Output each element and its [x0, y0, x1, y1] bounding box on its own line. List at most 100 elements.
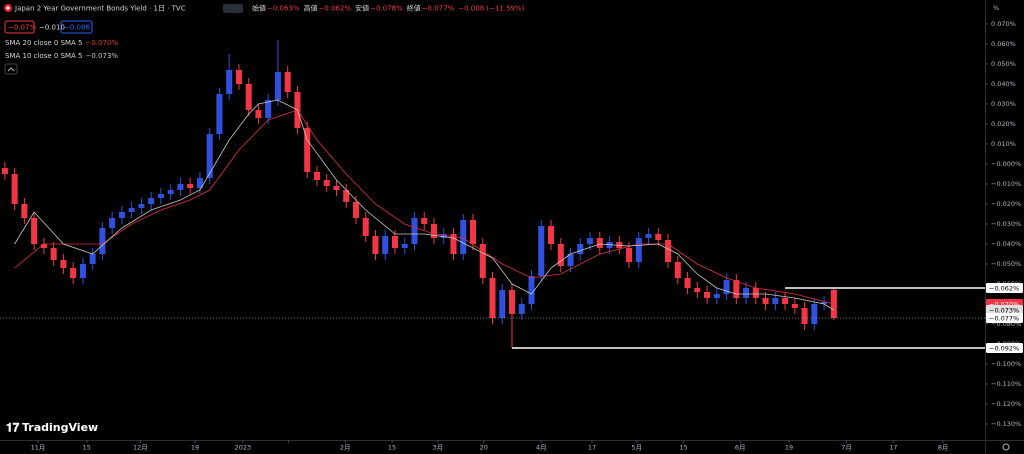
candle-body — [567, 254, 574, 266]
candle-body — [50, 248, 57, 260]
candle-body — [635, 238, 642, 262]
candle-body — [1, 168, 8, 174]
candle-body — [235, 70, 242, 84]
ohlc-name: 終値 — [407, 4, 421, 13]
ohlc-name: 高値 — [304, 4, 318, 13]
x-tick-label: 5月 — [632, 444, 643, 452]
candle-body — [265, 100, 272, 118]
candle-body — [713, 294, 720, 298]
unit-label: % — [993, 4, 999, 12]
price-tag — [986, 343, 1023, 353]
x-tick-label: 15 — [83, 444, 91, 452]
candle-body — [216, 94, 223, 134]
price-tag — [986, 283, 1023, 293]
candle-body — [109, 218, 116, 228]
overlay: Japan 2 Year Government Bonds Yield · 1日… — [0, 4, 1023, 451]
x-tick-label: 6月 — [735, 444, 746, 452]
legend-value: −0.070% — [86, 39, 119, 47]
quote-value: −0.010 — [39, 24, 65, 32]
logo-mark: 𝟏𝟕 — [6, 421, 20, 435]
candle-body — [21, 204, 28, 218]
candle-body — [684, 278, 691, 288]
candle-body — [40, 244, 47, 248]
x-tick-label: 2月 — [340, 444, 351, 452]
candle-body — [304, 128, 311, 172]
candle-body — [518, 304, 525, 314]
y-tick-label: −0.130% — [991, 420, 1021, 428]
candle-body — [11, 174, 18, 204]
sma-line — [14, 109, 834, 305]
candle-body — [791, 304, 798, 308]
legend-name: SMA 20 close 0 SMA 5 — [5, 39, 83, 47]
candle-body — [450, 234, 457, 254]
candle-body — [469, 220, 477, 244]
candle-body — [372, 236, 379, 254]
candle-body — [499, 290, 506, 318]
y-tick-label: −0.110% — [991, 380, 1021, 388]
sell-box[interactable] — [4, 20, 35, 34]
price-tag-label: −0.070% — [989, 301, 1019, 309]
y-tick-label: −0.020% — [991, 200, 1021, 208]
candle-body — [70, 268, 77, 278]
candle-body — [89, 254, 96, 264]
candle-body — [733, 280, 740, 298]
candle-body — [626, 248, 633, 262]
candle-body — [343, 190, 350, 202]
collapse-icon — [7, 67, 15, 72]
price-tag — [986, 305, 1023, 315]
candle-body — [538, 226, 545, 276]
candle-body — [811, 304, 818, 324]
candle-body — [333, 186, 340, 190]
y-tick-label: −0.040% — [991, 240, 1021, 248]
x-tick-label: 19 — [191, 444, 199, 452]
candle-body — [547, 226, 555, 244]
candle-body — [528, 276, 535, 304]
x-tick-label: 17 — [588, 444, 596, 452]
candle-body — [245, 84, 252, 110]
candle-body — [489, 278, 496, 318]
ohlc-value: −0.063% — [267, 5, 300, 13]
x-tick-label: 11月 — [31, 444, 46, 452]
candle-body — [430, 224, 438, 238]
x-tick-label: 19 — [785, 444, 793, 452]
candle-body — [128, 208, 135, 212]
price-tag-label: −0.092% — [989, 345, 1019, 353]
sma-line — [14, 99, 835, 311]
candle-body — [157, 194, 164, 198]
chart-title: Japan 2 Year Government Bonds Yield · 1日… — [14, 5, 186, 13]
candle-body — [440, 234, 447, 238]
candle-body — [362, 218, 369, 236]
ohlc-name: 始値 — [252, 4, 266, 13]
candle-body — [352, 202, 359, 218]
candle-body — [577, 244, 584, 254]
toggle[interactable] — [223, 4, 243, 13]
candle-body — [743, 288, 750, 298]
collapse-button[interactable] — [4, 63, 18, 75]
candle-body — [479, 244, 486, 278]
x-tick-label: 15 — [680, 444, 688, 452]
ohlc-name: 安値 — [355, 4, 369, 13]
candle-body — [674, 262, 681, 278]
candle-body — [323, 180, 330, 186]
candle-body — [274, 72, 281, 100]
price-tag-label: −0.073% — [989, 307, 1019, 315]
candle-body — [206, 134, 213, 178]
y-tick-label: −0.100% — [991, 360, 1021, 368]
candle-body — [421, 218, 428, 224]
candle-body — [460, 220, 467, 254]
candle-body — [79, 264, 86, 278]
y-tick-label: −0.050% — [991, 260, 1021, 268]
candle-body — [167, 190, 174, 194]
candle-body — [177, 184, 184, 190]
settings-icon[interactable] — [1002, 443, 1010, 451]
candle-body — [382, 236, 389, 254]
buy-box[interactable] — [60, 20, 93, 34]
x-tick-label: 12月 — [133, 444, 148, 452]
candle-body — [704, 292, 711, 298]
y-tick-label: 0.070% — [991, 20, 1016, 28]
candle-body — [99, 228, 106, 254]
candle-body — [587, 238, 594, 244]
y-tick-label: 0.010% — [991, 140, 1016, 148]
x-tick-label: 17 — [889, 444, 897, 452]
